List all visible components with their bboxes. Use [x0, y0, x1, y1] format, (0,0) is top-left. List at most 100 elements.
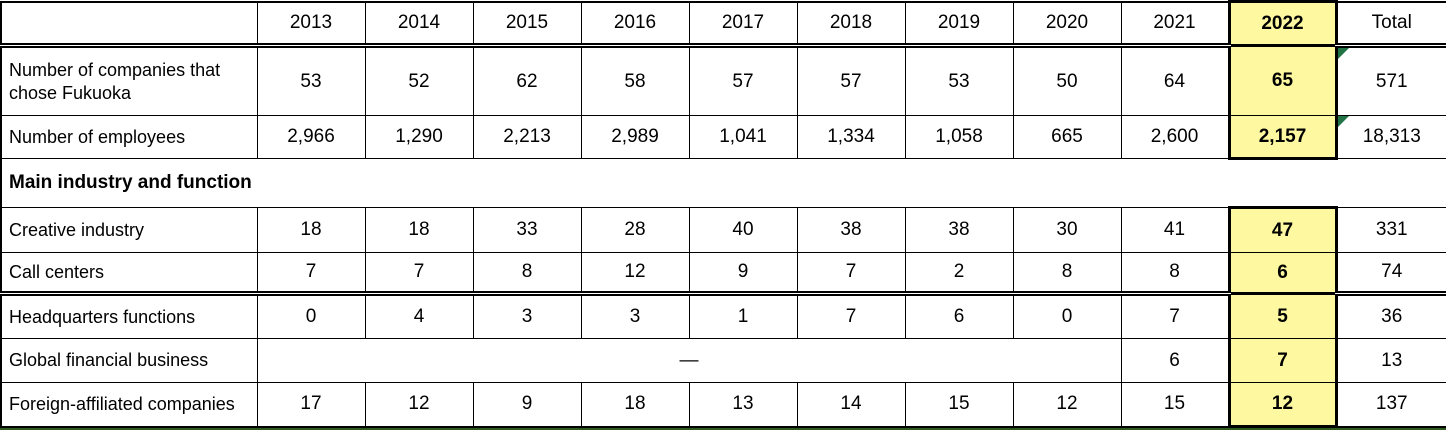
year-header-2017: 2017: [688, 1, 798, 48]
merged-dash-cell: —: [256, 338, 1122, 383]
data-cell: 4: [364, 293, 474, 339]
section-title: Main industry and function: [0, 158, 1446, 208]
error-indicator-icon: [1337, 48, 1349, 59]
data-cell: 50: [1012, 45, 1122, 116]
year-header-2019: 2019: [904, 1, 1014, 48]
data-cell: 33: [472, 207, 582, 253]
data-cell: 18: [256, 207, 366, 253]
row-label: Creative industry: [0, 207, 258, 253]
total-cell: 571: [1335, 45, 1446, 116]
data-cell: 3: [472, 293, 582, 339]
data-cell: 665: [1012, 115, 1122, 159]
data-cell: 1,058: [904, 115, 1014, 159]
total-value: 571: [1375, 70, 1408, 92]
data-cell: 1,041: [688, 115, 798, 159]
data-cell: 9: [472, 382, 582, 427]
year-header-2018: 2018: [796, 1, 906, 48]
row-label: Foreign-affiliated companies: [0, 382, 258, 427]
total-value: 18,313: [1362, 126, 1421, 147]
data-cell: 8: [1012, 252, 1122, 296]
data-cell: 15: [904, 382, 1014, 427]
section-header-row: Main industry and function: [0, 158, 1446, 208]
row-creative-industry: Creative industry 18 18 33 28 40 38 38 3…: [0, 206, 1446, 253]
data-cell: 18: [364, 207, 474, 253]
highlight-cell-2022: 2,157: [1227, 115, 1338, 160]
data-cell: 58: [580, 45, 690, 116]
highlight-cell-2022: 7: [1227, 338, 1338, 383]
data-cell: 7: [1120, 293, 1230, 339]
data-cell: 30: [1012, 207, 1122, 253]
data-cell: 7: [796, 252, 906, 296]
row-label: Number of companies that chose Fukuoka: [0, 45, 258, 116]
highlight-cell-2022: 12: [1227, 382, 1338, 428]
highlight-cell-2022: 65: [1227, 45, 1338, 116]
row-foreign-affiliated-companies: Foreign-affiliated companies 17 12 9 18 …: [0, 382, 1446, 428]
data-cell: 28: [580, 207, 690, 253]
data-cell: 2,213: [472, 115, 582, 159]
data-cell: 38: [796, 207, 906, 253]
year-header-2021: 2021: [1120, 1, 1230, 48]
highlight-cell-2022: 5: [1227, 293, 1338, 339]
data-cell: 40: [688, 207, 798, 253]
data-cell: 57: [796, 45, 906, 116]
data-cell: 2,966: [256, 115, 366, 159]
year-header-2020: 2020: [1012, 1, 1122, 48]
data-cell: 53: [256, 45, 366, 116]
year-header-2015: 2015: [472, 1, 582, 48]
total-cell: 13: [1335, 338, 1446, 383]
row-label: Number of employees: [0, 115, 258, 159]
data-cell: 6: [1120, 338, 1230, 383]
data-cell: 57: [688, 45, 798, 116]
row-label: Global financial business: [0, 338, 258, 383]
row-call-centers: Call centers 7 7 8 12 9 7 2 8 8 6 74: [0, 252, 1446, 296]
data-cell: 7: [364, 252, 474, 296]
row-global-financial-business: Global financial business — 6 7 13: [0, 338, 1446, 383]
data-cell: 2: [904, 252, 1014, 296]
total-cell: 18,313: [1335, 115, 1446, 159]
data-cell: 41: [1120, 207, 1230, 253]
data-cell: 8: [472, 252, 582, 296]
highlight-cell-2022: 47: [1227, 206, 1338, 253]
data-cell: 52: [364, 45, 474, 116]
corner-cell: [0, 1, 258, 48]
data-cell: 17: [256, 382, 366, 427]
data-cell: 9: [688, 252, 798, 296]
year-header-2013: 2013: [256, 1, 366, 48]
total-cell: 74: [1335, 252, 1446, 296]
total-cell: 137: [1335, 382, 1446, 427]
data-cell: 0: [1012, 293, 1122, 339]
row-number-of-employees: Number of employees 2,966 1,290 2,213 2,…: [0, 115, 1446, 160]
year-header-2016: 2016: [580, 1, 690, 48]
data-cell: 6: [904, 293, 1014, 339]
data-cell: 12: [1012, 382, 1122, 427]
data-cell: 38: [904, 207, 1014, 253]
data-cell: 7: [796, 293, 906, 339]
total-cell: 331: [1335, 207, 1446, 253]
highlight-cell-2022: 6: [1227, 252, 1338, 295]
row-number-of-companies: Number of companies that chose Fukuoka 5…: [0, 45, 1446, 116]
data-cell: 53: [904, 45, 1014, 116]
total-header: Total: [1335, 1, 1446, 48]
data-cell: 62: [472, 45, 582, 116]
data-cell: 7: [256, 252, 366, 296]
row-headquarters-functions: Headquarters functions 0 4 3 3 1 7 6 0 7…: [0, 293, 1446, 339]
year-header-2014: 2014: [364, 1, 474, 48]
error-indicator-icon: [1337, 116, 1349, 127]
data-cell: 12: [580, 252, 690, 296]
data-cell: 0: [256, 293, 366, 339]
bottom-edge-accent: [0, 428, 1446, 430]
data-cell: 14: [796, 382, 906, 427]
data-cell: 13: [688, 382, 798, 427]
data-cell: 12: [364, 382, 474, 427]
data-cell: 2,600: [1120, 115, 1230, 159]
total-cell: 36: [1335, 293, 1446, 339]
row-label: Call centers: [0, 252, 258, 296]
header-row: 2013 2014 2015 2016 2017 2018 2019 2020 …: [0, 0, 1446, 48]
data-cell: 2,989: [580, 115, 690, 159]
data-cell: 1: [688, 293, 798, 339]
row-label: Headquarters functions: [0, 293, 258, 339]
data-cell: 8: [1120, 252, 1230, 296]
data-cell: 15: [1120, 382, 1230, 427]
data-cell: 1,334: [796, 115, 906, 159]
